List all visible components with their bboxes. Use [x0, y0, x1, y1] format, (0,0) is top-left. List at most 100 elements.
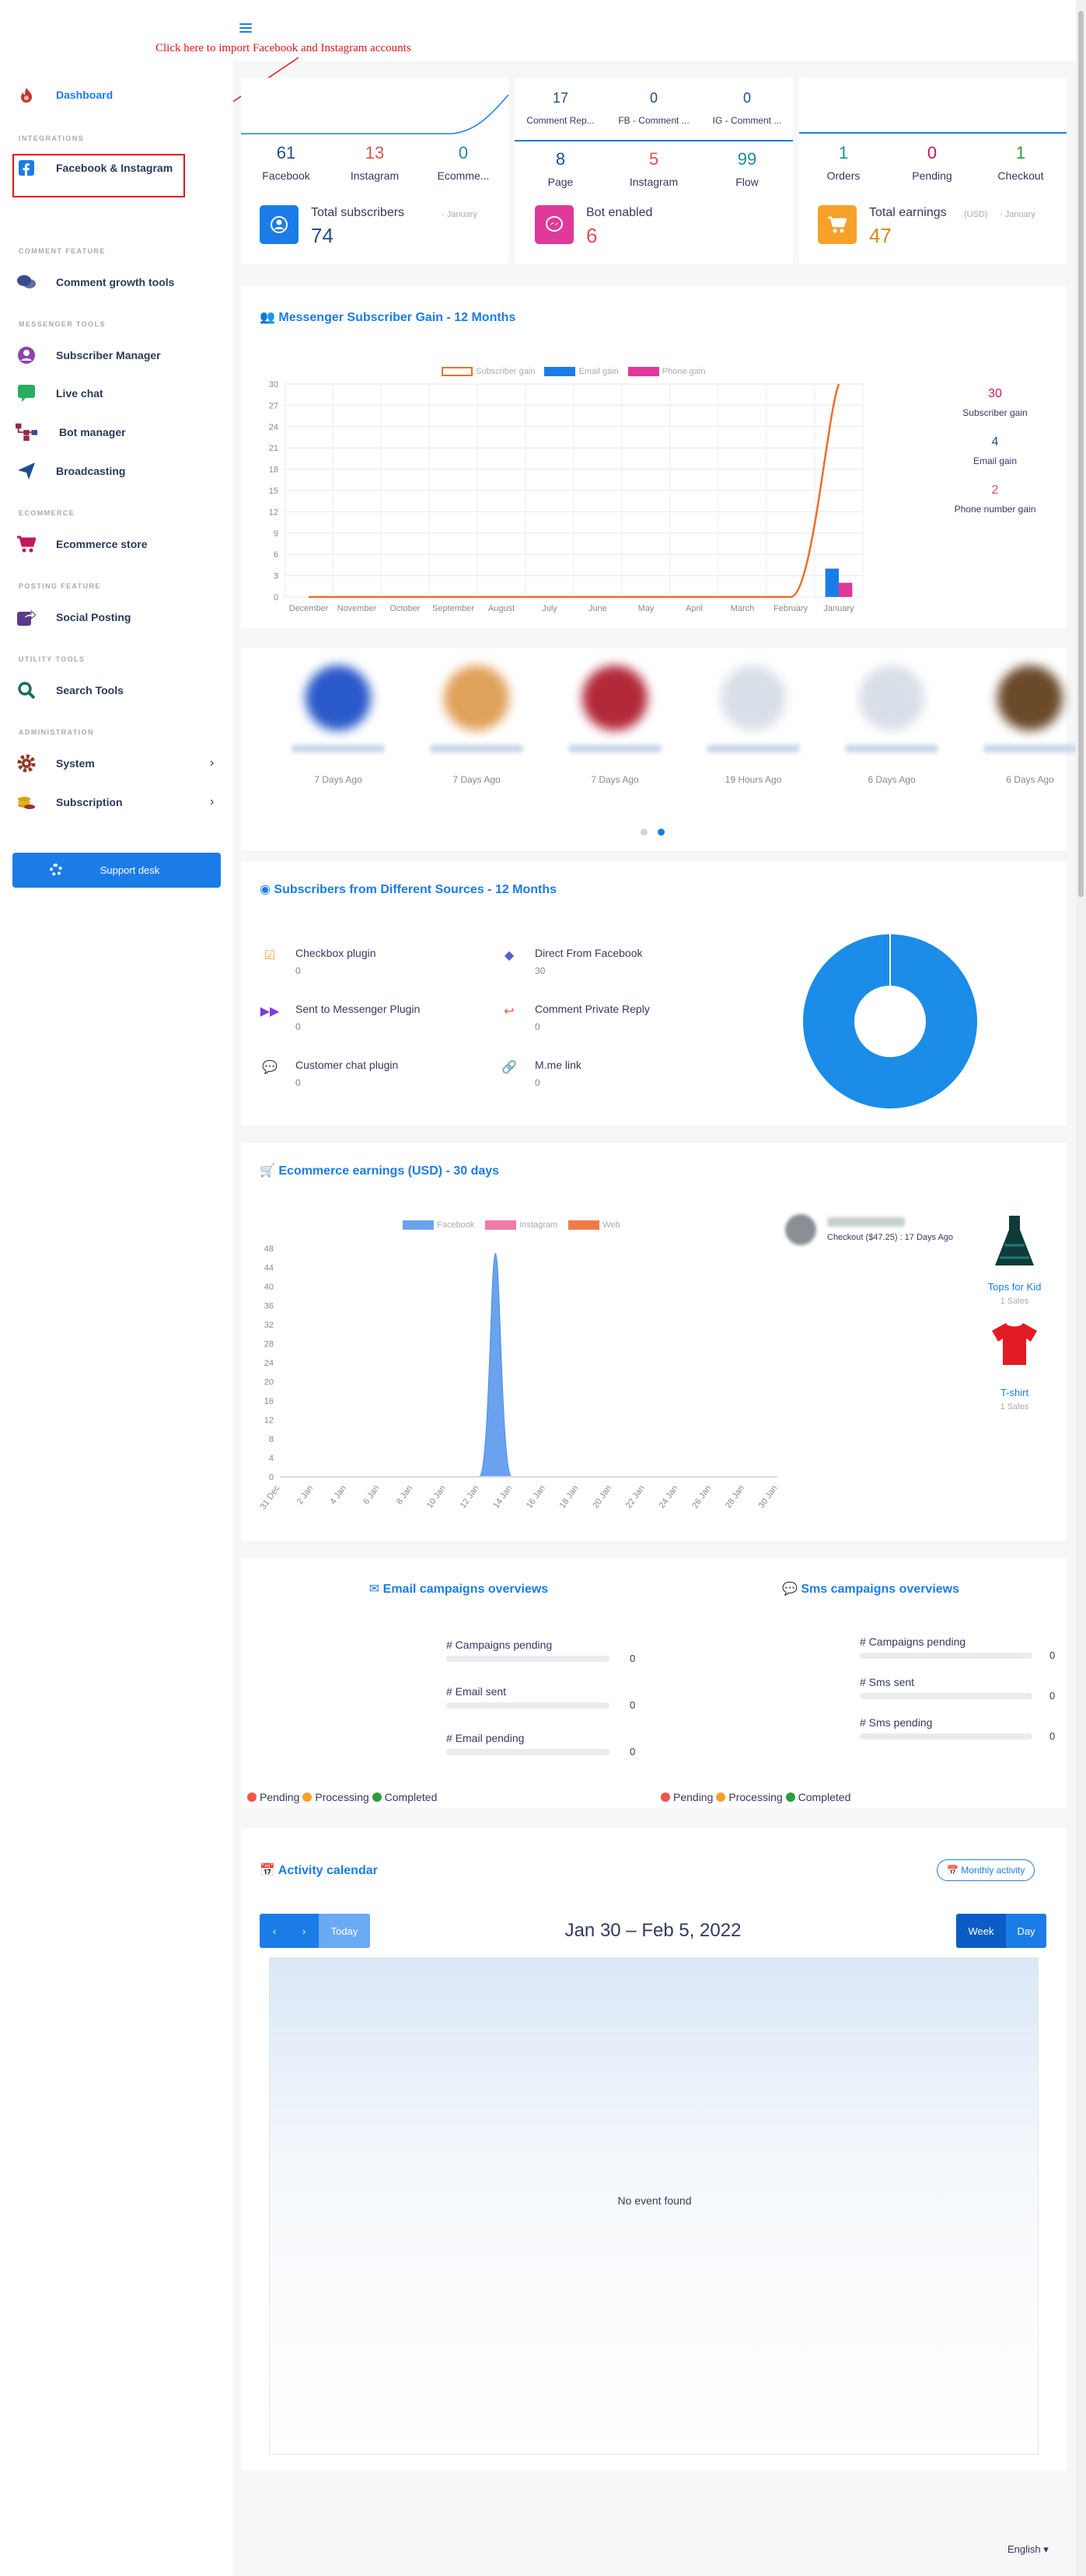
scrollbar-track[interactable] — [1076, 0, 1086, 2576]
stat-label: Comment Rep... — [526, 115, 595, 126]
total-subscribers-label: Total subscribers — [311, 206, 405, 219]
language-selector[interactable]: English ▾ — [1007, 2543, 1049, 2555]
stat-value: 17 — [552, 90, 569, 106]
activity-calendar-panel: 📅 Activity calendar 📅 Monthly activity ‹… — [241, 1828, 1067, 2470]
source-value: 30 — [535, 965, 546, 976]
sidebar-item-comment-growth[interactable]: Comment growth tools — [16, 268, 174, 296]
facebook-icon — [16, 157, 37, 179]
hamburger-menu-icon[interactable] — [239, 23, 252, 33]
sidebar-section-heading: Utility Tools — [19, 655, 86, 663]
avatar[interactable] — [306, 665, 371, 731]
bar-mark — [825, 568, 839, 597]
sidebar-item-live-chat[interactable]: Live chat — [16, 379, 103, 407]
x-tick-label: 16 Jan — [525, 1484, 547, 1510]
email-campaigns-title: ✉ Email campaigns overviews — [368, 1583, 549, 1596]
support-desk-button[interactable]: Support desk — [12, 853, 221, 888]
monthly-activity-button[interactable]: 📅 Monthly activity — [937, 1859, 1035, 1881]
sidebar-label: Subscription — [56, 796, 123, 808]
shopping-cart-icon: 🛒 — [260, 1164, 275, 1178]
sidebar-item-ecommerce-store[interactable]: Ecommerce store — [16, 530, 148, 558]
sidebar-item-facebook-instagram[interactable]: Facebook & Instagram — [16, 154, 173, 182]
sidebar-item-social-posting[interactable]: Social Posting — [16, 603, 131, 631]
avatar[interactable] — [721, 665, 786, 731]
sources-donut-chart — [803, 934, 977, 1108]
x-tick-label: January — [823, 604, 854, 613]
sidebar-item-bot-manager[interactable]: Bot manager — [16, 418, 126, 446]
panel-title: 📅 Activity calendar — [260, 1864, 378, 1877]
time-ago: 6 Days Ago — [868, 774, 916, 785]
source-label: Customer chat plugin — [295, 1059, 399, 1071]
y-tick-label: 8 — [269, 1435, 274, 1444]
carousel-dot[interactable] — [641, 829, 648, 836]
sidebar-section-heading: Comment Feature — [19, 247, 106, 255]
next-button[interactable]: › — [289, 1914, 319, 1948]
x-tick-label: 31 Dec — [259, 1483, 282, 1511]
week-view-button[interactable]: Week — [956, 1914, 1006, 1948]
campaign-stat-label: # Email pending — [446, 1732, 525, 1744]
progress-bar — [446, 1702, 609, 1709]
x-tick-label: September — [432, 604, 474, 613]
day-view-button[interactable]: Day — [1006, 1914, 1046, 1948]
x-tick-label: 10 Jan — [425, 1484, 448, 1510]
product-name[interactable]: T-shirt — [1000, 1387, 1029, 1398]
sidebar-item-broadcasting[interactable]: Broadcasting — [16, 457, 125, 485]
divider — [799, 132, 1067, 134]
scrollbar-thumb[interactable] — [1078, 11, 1084, 897]
envelope-icon: ✉ — [368, 1583, 380, 1596]
y-tick-label: 32 — [264, 1321, 274, 1330]
source-label: Direct From Facebook — [535, 947, 643, 959]
carousel-dot-active[interactable] — [658, 829, 665, 836]
sidebar-item-dashboard[interactable]: Dashboard — [16, 81, 113, 109]
comment-icon: 💬 — [781, 1583, 798, 1596]
campaign-stat-label: # Sms sent — [860, 1676, 915, 1688]
sms-status-legend: Pending Processing Completed — [661, 1791, 850, 1803]
sidebar-item-subscription[interactable]: Subscription › — [16, 788, 225, 816]
avatar[interactable] — [997, 665, 1063, 731]
sidebar-label: Facebook & Instagram — [56, 162, 173, 174]
divider — [515, 140, 793, 141]
panel-title: 👥 Messenger Subscriber Gain - 12 Months — [260, 309, 515, 325]
sparkline — [241, 94, 508, 134]
source-value: 0 — [295, 1021, 301, 1032]
avatar — [785, 1214, 816, 1245]
x-tick-label: June — [588, 604, 607, 613]
stat-value: 1 — [1015, 143, 1026, 162]
avatar[interactable] — [859, 665, 924, 731]
sidebar-label: Broadcasting — [56, 465, 126, 477]
stat-value: 99 — [737, 149, 757, 169]
x-tick-label: November — [337, 604, 377, 613]
prev-button[interactable]: ‹ — [260, 1914, 289, 1948]
product-name[interactable]: Tops for Kid — [987, 1281, 1042, 1293]
today-button[interactable]: Today — [319, 1914, 370, 1948]
tshirt-image[interactable] — [990, 1320, 1039, 1368]
y-tick-label: 24 — [264, 1359, 274, 1368]
sidebar-item-subscriber-manager[interactable]: Subscriber Manager — [16, 341, 161, 369]
panel-title: ◉ Subscribers from Different Sources - 1… — [260, 881, 557, 897]
x-tick-label: 20 Jan — [591, 1484, 613, 1510]
user-circle-icon — [260, 205, 299, 244]
sources-panel: ◉ Subscribers from Different Sources - 1… — [241, 861, 1067, 1126]
time-ago: 19 Hours Ago — [725, 774, 782, 785]
calendar-grid[interactable]: No event found — [269, 1957, 1039, 2455]
stat-label: Facebook — [262, 169, 310, 182]
chart-legend: Subscriber gain Email gain Phone gain — [442, 367, 705, 376]
dress-image[interactable] — [987, 1214, 1042, 1270]
avatar[interactable] — [582, 665, 648, 731]
sidebar-item-system[interactable]: System › — [16, 749, 225, 777]
blurred-name — [827, 1217, 905, 1227]
wechat-icon: 💬 — [262, 1061, 278, 1074]
sidebar-label: Dashboard — [56, 89, 113, 101]
sidebar-label: Ecommerce store — [56, 538, 148, 550]
x-tick-label: 12 Jan — [459, 1484, 481, 1510]
legend-item: Email gain — [578, 367, 619, 376]
panel-title-text: Messenger Subscriber Gain - 12 Months — [278, 311, 516, 324]
y-tick-label: 9 — [274, 529, 278, 539]
source-label: Comment Private Reply — [535, 1003, 650, 1015]
sidebar-label: Subscriber Manager — [56, 349, 161, 361]
bar-mark — [839, 582, 853, 597]
x-tick-label: 8 Jan — [395, 1484, 414, 1506]
y-tick-label: 27 — [269, 401, 278, 410]
sidebar-item-search-tools[interactable]: Search Tools — [16, 676, 124, 704]
avatar[interactable] — [444, 665, 509, 731]
